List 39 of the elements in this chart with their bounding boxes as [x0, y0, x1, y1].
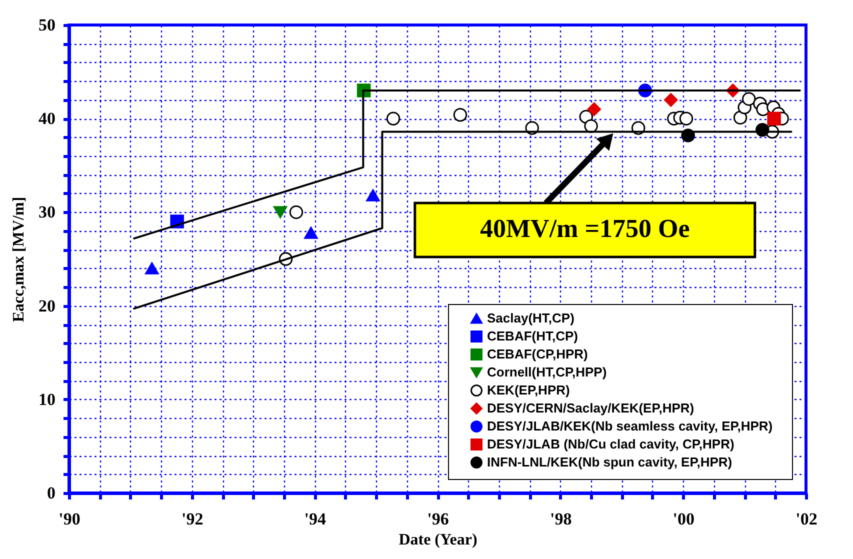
point [366, 189, 380, 202]
y-tick-label: 40 [38, 109, 56, 128]
point [584, 119, 598, 133]
legend-label: Cornell(HT,CP,HPP) [487, 364, 607, 380]
y-axis-title: Eacc,max [MV/m] [10, 196, 28, 322]
legend-label: DESY/JLAB/KEK(Nb seamless cavity, EP,HPR) [487, 418, 773, 434]
x-axis-title: Date (Year) [398, 532, 478, 548]
x-tick-label: '00 [672, 510, 695, 528]
point [386, 112, 400, 126]
y-tick-label: 20 [38, 296, 56, 316]
x-tick-label: '94 [304, 510, 327, 528]
legend-label: INFN-LNL/KEK(Nb spun cavity, EP,HPR) [487, 454, 732, 470]
point [453, 108, 468, 122]
x-tick-label: '90 [58, 510, 80, 528]
x-tick-label: '98 [550, 510, 572, 528]
legend-label: DESY/CERN/Saclay/KEK(EP,HPR) [487, 400, 694, 416]
legend-label: KEK(EP,HPR) [487, 382, 570, 398]
point [289, 205, 304, 220]
y-tick-label: 50 [38, 16, 56, 34]
point [664, 93, 678, 107]
x-tick-label: '02 [796, 510, 818, 528]
point [145, 262, 159, 274]
x-tick-label: '96 [427, 510, 449, 528]
legend-label: Saclay(HT,CP) [487, 310, 574, 326]
y-tick-label: 30 [38, 202, 56, 222]
legend-label: CEBAF(CP,HPR) [487, 346, 588, 362]
x-tick-label: '92 [181, 510, 204, 528]
point [767, 112, 781, 126]
point [733, 110, 748, 125]
y-tick-label: 0 [47, 484, 56, 502]
point [587, 102, 601, 116]
legend-label: CEBAF(HT,CP) [487, 328, 578, 344]
point [304, 226, 318, 239]
point [273, 206, 288, 218]
point [679, 112, 694, 126]
point [742, 92, 756, 106]
legend-label: DESY/JLAB (Nb/Cu clad cavity, CP,HPR) [487, 436, 734, 452]
annotation: 40MV/m =1750 Oe [480, 214, 690, 244]
y-tick-label: 10 [38, 390, 56, 409]
